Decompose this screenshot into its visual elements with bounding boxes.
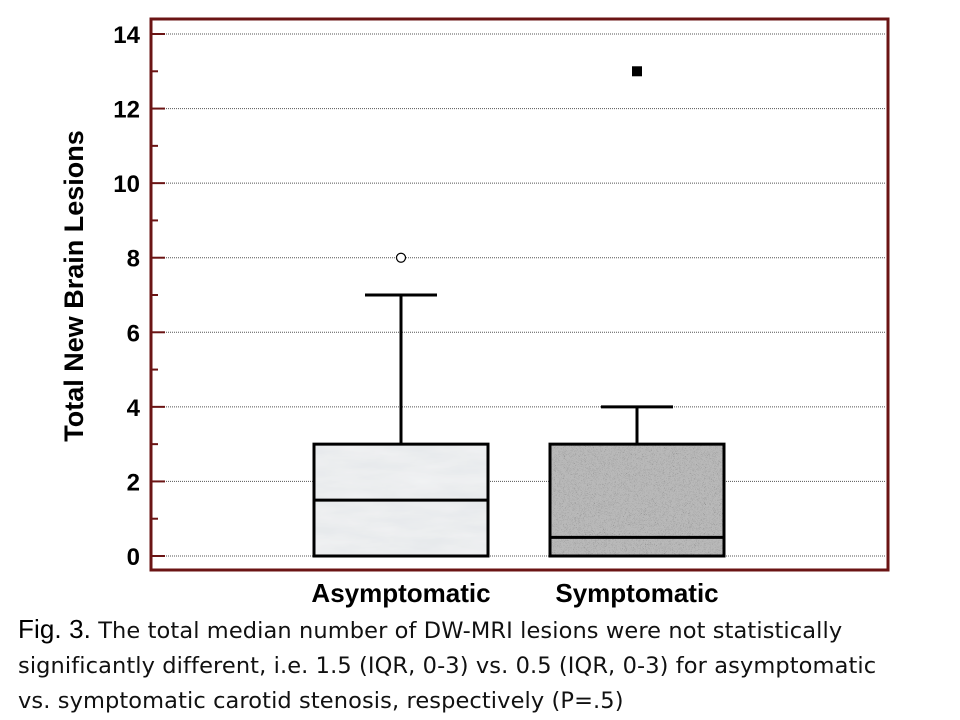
- box-asymptomatic: [312, 252, 490, 558]
- y-tick-label: 12: [113, 97, 140, 124]
- grid-lines: [160, 33, 886, 557]
- plot-frame: [149, 17, 890, 572]
- x-category-label: Symptomatic: [555, 578, 718, 608]
- y-tick-label: 4: [127, 395, 141, 422]
- y-axis-title: Total New Brain Lesions: [59, 130, 89, 442]
- box-fill: [550, 444, 724, 556]
- box-symptomatic: [548, 66, 726, 558]
- caption-line-3: vs. symptomatic carotid stenosis, respec…: [18, 688, 624, 714]
- caption-label: Fig. 3.: [18, 614, 91, 644]
- y-axis: 0 2 4 6 8 10 12 14: [113, 22, 165, 571]
- boxes: Asymptomatic Symptomatic: [311, 66, 726, 608]
- y-tick-label: 6: [127, 320, 140, 347]
- y-tick-label: 14: [113, 22, 140, 49]
- box-plot-chart: 0 2 4 6 8 10 12 14 Asymptomatic Symptomatic Tota…: [59, 17, 890, 608]
- x-category-label: Asymptomatic: [311, 578, 490, 608]
- y-tick-label: 8: [127, 246, 140, 273]
- outlier-point: [632, 66, 642, 77]
- y-tick-label: 0: [127, 544, 140, 571]
- caption-line-2: significantly different, i.e. 1.5 (IQR, …: [18, 653, 877, 679]
- y-tick-label: 2: [127, 469, 140, 496]
- caption-text-1: The total median number of DW-MRI lesion…: [90, 618, 843, 644]
- caption-line-1: Fig. 3. The total median number of DW-MR…: [18, 612, 948, 649]
- figure-caption: Fig. 3. The total median number of DW-MR…: [18, 612, 948, 719]
- y-tick-label: 10: [113, 171, 140, 198]
- outlier-point: [395, 252, 407, 263]
- box-outline: [548, 442, 726, 558]
